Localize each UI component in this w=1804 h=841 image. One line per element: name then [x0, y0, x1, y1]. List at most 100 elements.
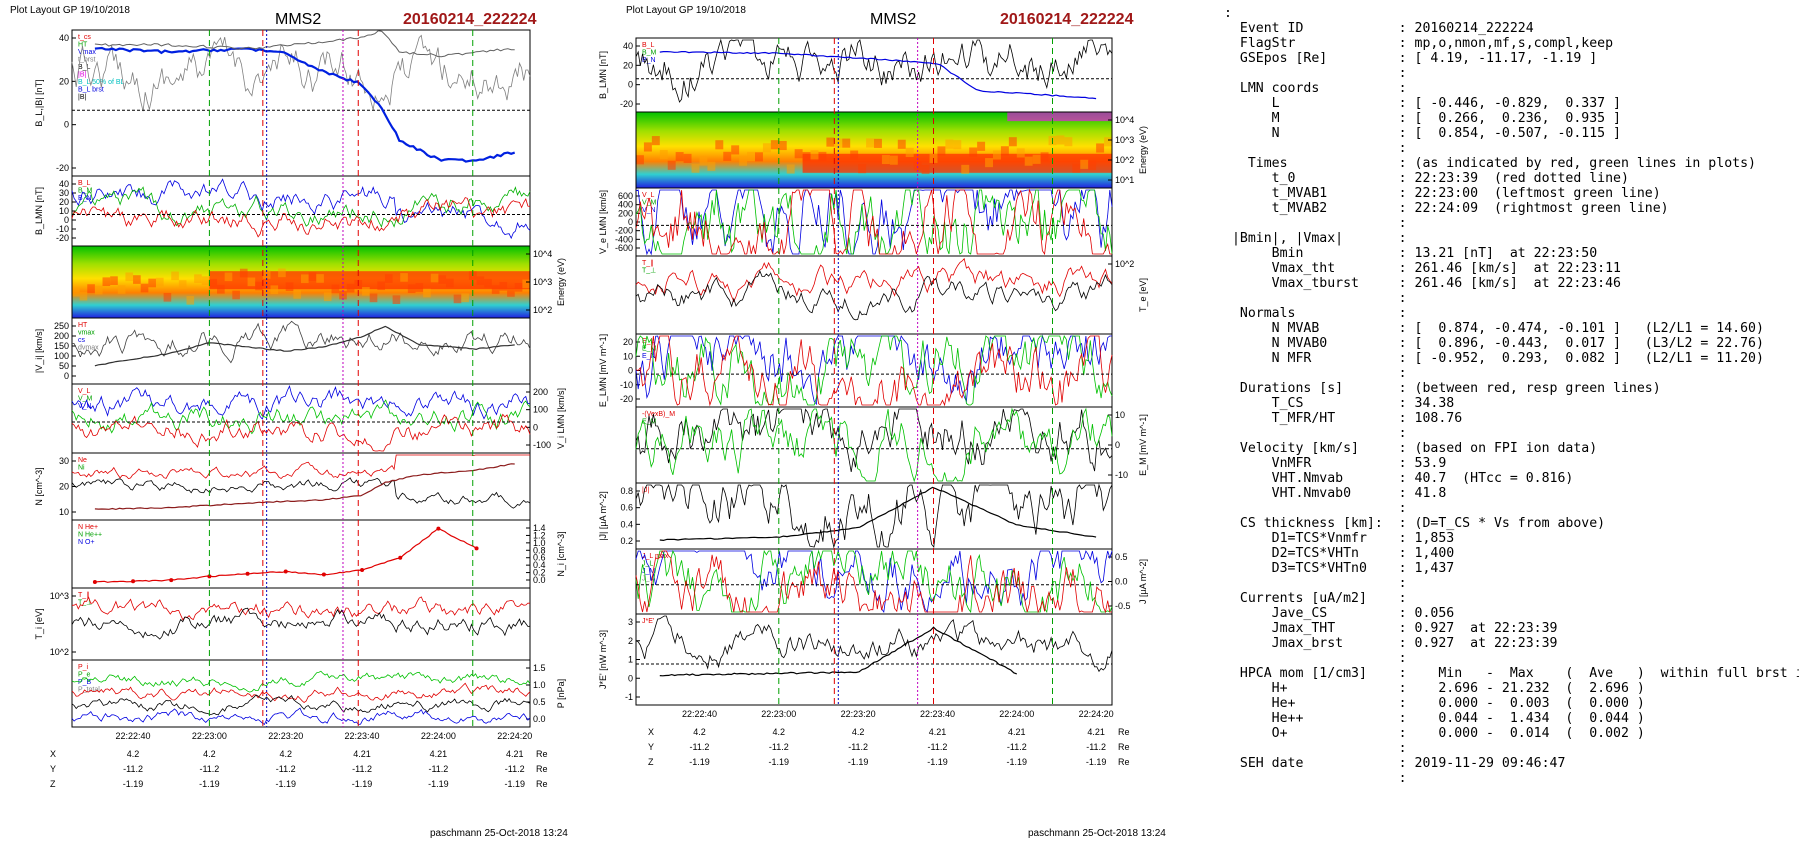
y-tick-label: 0 [628, 80, 633, 90]
info-line: : [1224, 771, 1407, 786]
y-tick-label: 0.8 [533, 545, 546, 555]
data-point [131, 579, 136, 584]
x-tick-label: 22:23:20 [841, 709, 876, 719]
x-tick-label: 22:24:00 [999, 709, 1034, 719]
spectrogram-cell [499, 281, 508, 291]
y-tick-label: -20 [620, 99, 633, 109]
y-tick-label: 400 [618, 200, 633, 210]
y-tick-label: 10^2 [1115, 155, 1134, 165]
spectrogram-cell [163, 292, 172, 302]
trace-line [635, 38, 1113, 103]
legend-entry: T_∥ [78, 591, 90, 599]
spectrogram-cell [171, 271, 179, 281]
spectrogram-cell [247, 277, 256, 287]
trace-line [635, 334, 1113, 406]
legend-entry: E_L [642, 338, 655, 345]
y-axis-label: J [µA m^-2] [1138, 559, 1148, 604]
position-unit: Re [536, 749, 548, 759]
spectrogram-cell [79, 291, 88, 301]
spectrogram-cell [438, 275, 447, 284]
position-row-label: X [50, 749, 56, 759]
y-tick-label: 0.8 [620, 486, 633, 496]
spectrogram-cell [1072, 163, 1081, 173]
info-line: LMN coords : [1224, 81, 1407, 96]
plots-canvas: Plot Layout GP 19/10/2018 MMS2 20160214_22… [10, 5, 1166, 839]
position-value: -11.2 [848, 742, 868, 752]
trace-line [635, 407, 1113, 483]
spectrogram-cell [110, 276, 118, 285]
spectrogram-cell [747, 151, 755, 162]
spectrogram-cell [453, 294, 462, 304]
spectrogram-cell [643, 142, 652, 152]
position-unit: Re [536, 764, 548, 774]
spectrogram-cell [723, 151, 732, 161]
legend-entry: V_L [78, 388, 91, 395]
info-line: Jmax_THT : 0.927 at 22:23:39 [1224, 621, 1558, 636]
legend-entry: B_L [78, 180, 91, 187]
legend-entry: Vmax [78, 49, 96, 56]
panel-5: 20 10 0 -10 -20 E_LMN [mV m^-1] E_LE_ME_N [598, 333, 1113, 408]
panel-frame [635, 613, 1113, 706]
spectrogram [636, 112, 1112, 188]
spectrogram-cell [659, 150, 668, 160]
y-tick-label: -10 [1115, 470, 1128, 480]
y-tick-label: 0.4 [620, 519, 633, 529]
spectrogram-cell [117, 285, 126, 294]
y-axis-label: B_LMN [nT] [598, 51, 608, 99]
y-tick-label: 10^4 [1115, 115, 1134, 125]
spectrogram-cell [331, 284, 340, 294]
series-line [659, 51, 1097, 100]
spectrogram-cell [953, 140, 962, 150]
info-line: Times : (as indicated by red, green line… [1224, 156, 1756, 171]
y-tick-label: 200 [533, 387, 548, 397]
y-tick-label: 20 [623, 60, 633, 70]
position-value: -1.19 [504, 779, 525, 789]
layout-label: Plot Layout GP 19/10/2018 [10, 5, 130, 16]
spectrogram-cell [921, 164, 930, 175]
position-value: -1.19 [927, 757, 948, 767]
spectrogram-cell [731, 145, 740, 155]
spectrogram-cell [507, 288, 515, 297]
position-value: -1.19 [352, 779, 373, 789]
position-value: -11.2 [690, 742, 710, 752]
info-line: N MVAB : [ 0.874, -0.474, -0.101 ] (L2/L… [1224, 321, 1764, 336]
data-point [321, 572, 326, 577]
trace-line [71, 178, 531, 240]
y-axis-label: E_M [mV m^-1] [1138, 414, 1148, 476]
y-tick-label: 40 [59, 179, 69, 189]
info-line: VHT.Nmvab : 40.7 (HTcc = 0.816) [1224, 471, 1574, 486]
trace-line [635, 407, 1113, 472]
legend-entry: V_N [642, 207, 656, 214]
position-value: 4.21 [1008, 727, 1026, 737]
spectrogram-cell [778, 140, 787, 151]
spectrogram-cell [323, 292, 332, 302]
legend-entry: B_L [78, 64, 91, 71]
data-point [398, 555, 403, 560]
y-tick-label: 10^2 [50, 647, 69, 657]
info-line: T_MFR/HT : 108.76 [1224, 411, 1463, 426]
x-tick-label: 22:23:20 [268, 731, 303, 741]
trace-line [71, 34, 531, 112]
data-point [245, 571, 250, 576]
trace-line [71, 197, 531, 238]
info-line: : [1224, 216, 1407, 231]
trace-line [71, 399, 531, 435]
info-line: t_MVAB2 : 22:24:09 (rightmost green line… [1224, 201, 1669, 216]
spectrogram-cell [87, 284, 95, 293]
y-tick-label: 0.0 [1115, 577, 1128, 587]
spectrogram-cell [392, 295, 401, 305]
spectrogram-cell [102, 277, 111, 287]
y-tick-label: -200 [615, 226, 633, 236]
spectrogram-cell [194, 274, 202, 283]
x-tick-label: 22:22:40 [682, 709, 717, 719]
info-line: : [1224, 501, 1407, 516]
legend-entry: t_brst [78, 57, 96, 64]
y-tick-label: 2 [628, 636, 633, 646]
y-axis-label: J*E' [nW m^-3] [598, 630, 608, 689]
trace-line [71, 320, 531, 364]
panel-frame [635, 37, 1113, 113]
position-value: -11.2 [123, 764, 143, 774]
spectrogram-cell [301, 274, 309, 284]
spectrogram-cell [201, 276, 210, 285]
panel-frame [71, 519, 531, 589]
